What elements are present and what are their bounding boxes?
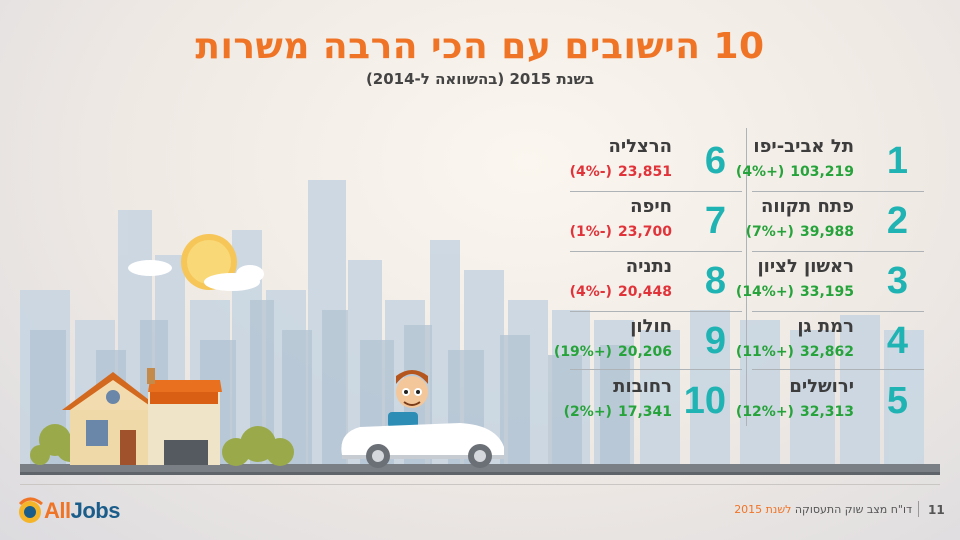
city-name: הרצליה [608, 136, 672, 157]
city-name: פתח תקווה [760, 196, 854, 217]
column-divider [746, 128, 747, 426]
job-count: 103,219(+4%) [735, 164, 854, 180]
list-item: 6 הרצליה 23,851(-4%) [536, 136, 726, 194]
city-name: ראשון לציון [757, 256, 854, 277]
rank-number: 10 [683, 380, 726, 422]
job-count: 33,195(+14%) [735, 284, 854, 300]
city-name: רמת גן [797, 316, 854, 337]
rank-number: 2 [886, 200, 908, 242]
list-item: 2 פתח תקווה 39,988(+7%) [718, 196, 908, 254]
job-count: 20,448(-4%) [569, 284, 672, 300]
city-name: נתניה [625, 256, 672, 277]
row-separator [570, 369, 742, 370]
car-icon [341, 370, 504, 468]
rank-number: 5 [886, 380, 908, 422]
list-item: 8 נתניה 20,448(-4%) [536, 256, 726, 314]
brand-logo-text: AllJobs [44, 498, 120, 523]
list-item: 4 רמת גן 32,862(+11%) [718, 316, 908, 374]
rank-number: 7 [704, 200, 726, 242]
job-count: 23,700(-1%) [569, 224, 672, 240]
job-count: 17,341(+2%) [563, 404, 672, 420]
list-item: 7 חיפה 23,700(-1%) [536, 196, 726, 254]
footer-divider [20, 484, 940, 485]
job-count: 39,988(+7%) [745, 224, 854, 240]
footer-separator [918, 501, 919, 517]
row-separator [752, 251, 924, 252]
city-name: חיפה [630, 196, 672, 217]
row-separator [570, 311, 742, 312]
cloud-icon [128, 260, 264, 291]
row-separator [752, 369, 924, 370]
page-subtitle: בשנת 2015 (בהשוואה ל-2014) [365, 70, 595, 88]
job-count: 20,206(+19%) [553, 344, 672, 360]
house-icon [62, 368, 222, 465]
city-name: תל אביב-יפו [753, 136, 854, 157]
job-count: 32,313(+12%) [735, 404, 854, 420]
alljobs-logo-icon [18, 497, 43, 523]
list-item: 1 תל אביב-יפו 103,219(+4%) [718, 136, 908, 194]
report-title: דו"ח מצב שוק התעסוקה לשנת 2015 [734, 503, 912, 516]
list-item: 9 חולון 20,206(+19%) [536, 316, 726, 374]
list-item: 10 רחובות 17,341(+2%) [536, 376, 726, 434]
job-count: 23,851(-4%) [569, 164, 672, 180]
city-name: רחובות [613, 376, 672, 397]
list-item: 5 ירושלים 32,313(+12%) [718, 376, 908, 434]
rank-number: 9 [704, 320, 726, 362]
rank-number: 4 [886, 320, 908, 362]
city-name: חולון [630, 316, 672, 337]
job-count: 32,862(+11%) [735, 344, 854, 360]
row-separator [570, 191, 742, 192]
row-separator [570, 251, 742, 252]
page-number: 11 [928, 503, 945, 517]
city-name: ירושלים [789, 376, 854, 397]
rank-number: 6 [704, 140, 726, 182]
rank-number: 8 [704, 260, 726, 302]
page-title: 10 הישובים עם הכי הרבה משרות [195, 26, 765, 67]
row-separator [752, 311, 924, 312]
rank-number: 3 [886, 260, 908, 302]
row-separator [752, 191, 924, 192]
rank-number: 1 [886, 140, 908, 182]
list-item: 3 ראשון לציון 33,195(+14%) [718, 256, 908, 314]
